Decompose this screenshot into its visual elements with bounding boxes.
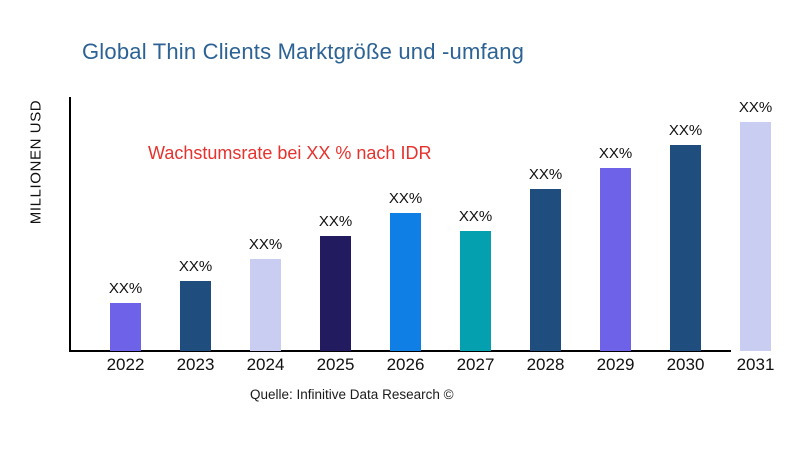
bar-2028 — [530, 189, 561, 351]
bar-value-label-2025: XX% — [318, 213, 353, 230]
x-tick-label-2026: 2026 — [386, 355, 425, 374]
chart-title: Global Thin Clients Marktgröße und -umfa… — [82, 39, 525, 64]
growth-rate-annotation: Wachstumsrate bei XX % nach IDR — [148, 143, 432, 163]
x-tick-label-2031: 2031 — [736, 355, 775, 374]
x-tick-label-2029: 2029 — [596, 355, 635, 374]
bar-2023 — [180, 281, 211, 351]
y-axis-line — [69, 97, 71, 352]
bar-value-label-2030: XX% — [668, 122, 703, 139]
x-axis-line — [69, 350, 731, 352]
bar-2025 — [320, 236, 351, 351]
x-tick-label-2022: 2022 — [106, 355, 145, 374]
bar-value-label-2026: XX% — [388, 190, 423, 207]
bar-value-label-2027: XX% — [458, 208, 493, 225]
source-caption: Quelle: Infinitive Data Research © — [250, 387, 454, 402]
bar-value-label-2022: XX% — [108, 280, 143, 297]
x-tick-label-2027: 2027 — [456, 355, 495, 374]
bar-value-label-2024: XX% — [248, 236, 283, 253]
bar-2024 — [250, 259, 281, 351]
bar-2029 — [600, 168, 631, 351]
bar-2031 — [740, 122, 771, 351]
bar-2030 — [670, 145, 701, 351]
x-tick-label-2025: 2025 — [316, 355, 355, 374]
x-tick-label-2023: 2023 — [176, 355, 215, 374]
y-axis-label: MILLIONEN USD — [27, 99, 45, 225]
bar-value-label-2028: XX% — [528, 166, 563, 183]
x-tick-label-2028: 2028 — [526, 355, 565, 374]
bar-value-label-2031: XX% — [738, 99, 773, 116]
bar-value-label-2029: XX% — [598, 145, 633, 162]
bar-2026 — [390, 213, 421, 351]
x-tick-label-2024: 2024 — [246, 355, 285, 374]
bar-2027 — [460, 231, 491, 351]
bar-2022 — [110, 303, 141, 351]
bar-value-label-2023: XX% — [178, 258, 213, 275]
x-tick-label-2030: 2030 — [666, 355, 705, 374]
